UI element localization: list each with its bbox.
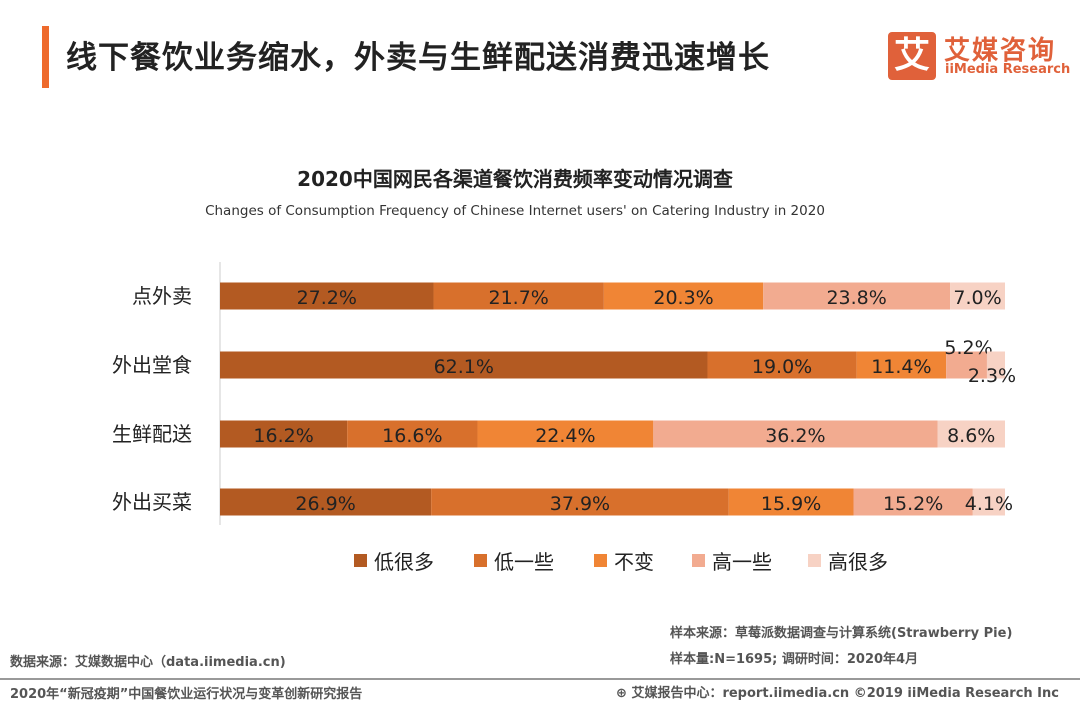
- legend-swatch: [354, 554, 367, 567]
- data-label: 26.9%: [295, 493, 355, 515]
- legend-label: 低很多: [374, 550, 434, 574]
- data-label: 2.3%: [968, 365, 1016, 387]
- bar-segment: [220, 282, 434, 310]
- legend-swatch: [594, 554, 607, 567]
- legend-swatch: [808, 554, 821, 567]
- bar-segment: [477, 420, 654, 448]
- logo-icon: 艾: [888, 32, 936, 80]
- bar-segment: [603, 282, 764, 310]
- bar-segment: [220, 488, 432, 516]
- globe-icon: ⊕: [616, 686, 627, 701]
- bar-segment: [986, 351, 1005, 379]
- data-label: 37.9%: [550, 493, 610, 515]
- data-label: 62.1%: [434, 356, 494, 378]
- bar-segment: [347, 420, 478, 448]
- data-label: 8.6%: [947, 425, 995, 447]
- data-label: 21.7%: [489, 287, 549, 309]
- sample-source: 样本来源：草莓派数据调查与计算系统(Strawberry Pie): [670, 626, 1013, 641]
- data-label: 15.2%: [883, 493, 943, 515]
- chart-title: 2020中国网民各渠道餐饮消费频率变动情况调查: [297, 167, 733, 191]
- bar-segment: [853, 488, 973, 516]
- data-label: 7.0%: [953, 287, 1001, 309]
- report-center-text: 艾媒报告中心：report.iimedia.cn ©2019 iiMedia R…: [631, 686, 1059, 701]
- bar-segment: [950, 282, 1005, 310]
- legend-label: 不变: [614, 550, 654, 574]
- category-label: 生鲜配送: [112, 422, 192, 446]
- data-label: 11.4%: [871, 356, 931, 378]
- bar-segment: [433, 282, 604, 310]
- bar-segment: [856, 351, 947, 379]
- category-label: 外出买菜: [112, 490, 192, 514]
- legend-label: 高一些: [712, 550, 772, 574]
- chart-subtitle: Changes of Consumption Frequency of Chin…: [205, 203, 825, 219]
- sample-size: 样本量:N=1695; 调研时间：2020年4月: [670, 652, 919, 667]
- data-label: 22.4%: [535, 425, 595, 447]
- bar-segment: [937, 420, 1005, 448]
- logo-text-cn: 艾媒咨询: [944, 36, 1057, 66]
- report-name: 2020年“新冠疫期”中国餐饮业运行状况与变革创新研究报告: [10, 687, 363, 702]
- data-label: 27.2%: [297, 287, 357, 309]
- footer-divider: [0, 678, 1080, 680]
- title-accent-bar: [42, 26, 49, 88]
- report-center: ⊕ 艾媒报告中心：report.iimedia.cn ©2019 iiMedia…: [616, 682, 1059, 701]
- data-label: 16.6%: [382, 425, 442, 447]
- data-label: 36.2%: [765, 425, 825, 447]
- logo-text-en: iiMedia Research: [945, 62, 1071, 77]
- data-source: 数据来源：艾媒数据中心（data.iimedia.cn): [10, 655, 286, 670]
- data-label: 19.0%: [752, 356, 812, 378]
- data-label: 20.3%: [653, 287, 713, 309]
- legend-swatch: [474, 554, 487, 567]
- bar-segment: [220, 351, 708, 379]
- legend-label: 低一些: [494, 550, 554, 574]
- bar-segment: [946, 351, 987, 379]
- data-label: 15.9%: [761, 493, 821, 515]
- data-label: 16.2%: [253, 425, 313, 447]
- bar-segment: [763, 282, 951, 310]
- data-label: 23.8%: [826, 287, 886, 309]
- bar-segment: [220, 420, 348, 448]
- bar-segment: [728, 488, 854, 516]
- bar-segment: [972, 488, 1005, 516]
- legend-label: 高很多: [828, 550, 888, 574]
- bar-segment: [707, 351, 857, 379]
- data-label: 4.1%: [965, 493, 1013, 515]
- legend-swatch: [692, 554, 705, 567]
- data-label: 5.2%: [944, 337, 992, 359]
- bar-segment: [431, 488, 729, 516]
- bar-segment: [653, 420, 938, 448]
- category-label: 点外卖: [132, 284, 192, 308]
- category-label: 外出堂食: [112, 353, 192, 377]
- page-title: 线下餐饮业务缩水，外卖与生鲜配送消费迅速增长: [66, 40, 770, 76]
